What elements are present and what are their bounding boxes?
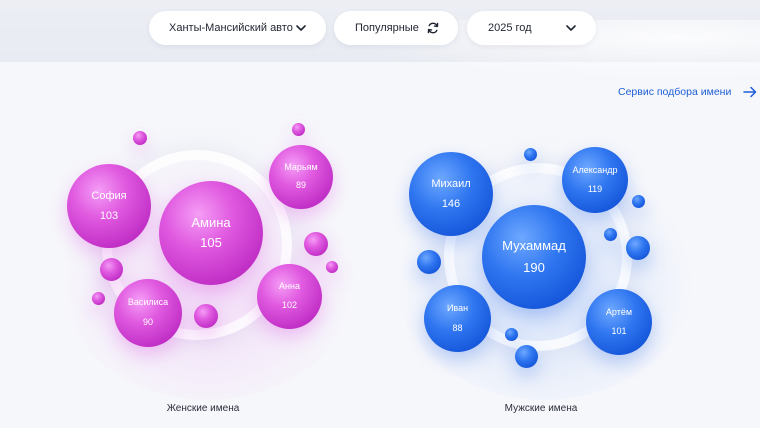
sort-toggle[interactable]: Популярные xyxy=(334,11,458,45)
decorative-bubble xyxy=(100,258,123,281)
name-count: 102 xyxy=(281,300,298,310)
name-count: 103 xyxy=(99,210,119,222)
name-label: София xyxy=(91,189,127,202)
sort-toggle-label: Популярные xyxy=(355,22,419,34)
female-name-bubble[interactable]: София 103 xyxy=(67,164,151,248)
decorative-bubble xyxy=(604,228,617,241)
name-label: Амина xyxy=(191,214,231,230)
name-label: Артём xyxy=(605,306,633,317)
male-name-bubble[interactable]: Михаил 146 xyxy=(409,152,493,236)
name-picker-service-link[interactable]: Сервис подбора имени xyxy=(618,86,757,98)
decorative-bubble xyxy=(632,195,645,208)
decorative-bubble xyxy=(417,250,441,274)
decorative-bubble xyxy=(292,123,305,136)
name-count: 90 xyxy=(142,317,153,327)
name-count: 105 xyxy=(200,235,222,250)
name-label: Иван xyxy=(446,302,469,313)
female-caption: Женские имена xyxy=(166,403,240,414)
name-label: Анна xyxy=(279,281,300,292)
name-label: Марьям xyxy=(284,162,318,173)
service-link-label: Сервис подбора имени xyxy=(618,86,732,98)
female-name-bubble[interactable]: Василиса 90 xyxy=(114,279,182,347)
name-count: 119 xyxy=(587,183,603,194)
decorative-bubble xyxy=(194,304,218,328)
name-label: Мухаммад xyxy=(502,237,566,253)
female-name-bubble[interactable]: Марьям 89 xyxy=(269,145,333,209)
female-name-bubble[interactable]: Анна 102 xyxy=(257,264,322,329)
male-name-bubble[interactable]: Иван 88 xyxy=(424,285,491,352)
male-name-bubble[interactable]: Александр 119 xyxy=(562,147,628,213)
name-count: 88 xyxy=(452,322,463,333)
name-count: 89 xyxy=(295,180,306,190)
male-name-bubble[interactable]: Артём 101 xyxy=(586,289,652,355)
name-label: Василиса xyxy=(127,297,169,308)
name-label: Александр xyxy=(572,164,618,175)
name-count: 101 xyxy=(611,325,627,336)
decorative-bubble xyxy=(133,131,147,145)
decorative-bubble xyxy=(505,328,518,341)
decorative-bubble xyxy=(626,236,650,260)
name-count: 190 xyxy=(523,260,545,275)
name-label: Михаил xyxy=(431,177,471,190)
female-name-bubble[interactable]: Амина 105 xyxy=(159,181,263,285)
decorative-bubble xyxy=(92,292,105,305)
refresh-icon xyxy=(427,22,439,34)
male-ring xyxy=(444,163,632,351)
region-dropdown-label: Ханты-Мансийский авто... xyxy=(169,22,293,34)
name-count: 146 xyxy=(441,198,461,210)
decorative-bubble xyxy=(515,345,538,368)
region-dropdown[interactable]: Ханты-Мансийский авто... xyxy=(149,11,326,45)
year-dropdown-label: 2025 год xyxy=(488,22,532,34)
male-caption: Мужские имена xyxy=(504,403,578,414)
year-dropdown[interactable]: 2025 год xyxy=(467,11,596,45)
arrow-right-icon xyxy=(743,86,757,98)
decorative-bubble xyxy=(524,148,537,161)
decorative-bubble xyxy=(326,261,338,273)
decorative-bubble xyxy=(304,232,328,256)
chevron-down-icon xyxy=(566,25,576,31)
male-name-bubble[interactable]: Мухаммад 190 xyxy=(482,205,586,309)
chevron-down-icon xyxy=(296,25,306,31)
